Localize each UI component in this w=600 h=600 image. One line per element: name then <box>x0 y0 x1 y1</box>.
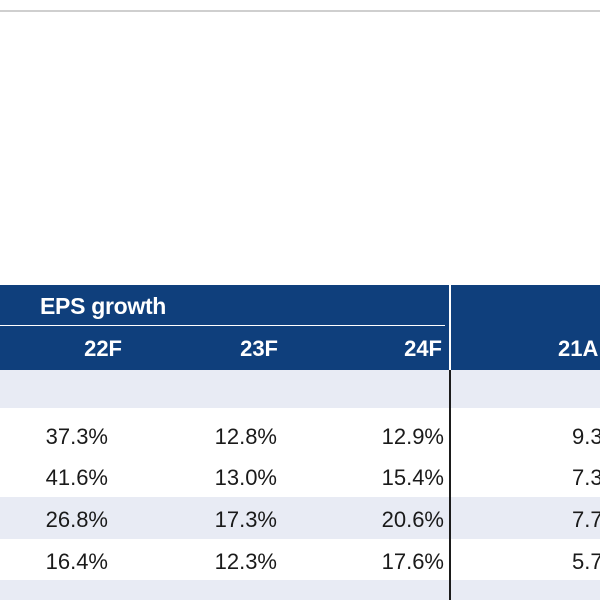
col-header-24f: 24F <box>404 336 442 361</box>
cell-r3-22f: 26.8% <box>45 507 108 532</box>
top-rule <box>0 10 600 12</box>
table-band-row-3 <box>0 497 600 539</box>
table-header <box>0 285 600 370</box>
cell-r4-23f: 12.3% <box>214 549 277 574</box>
cell-r3-24f: 20.6% <box>381 507 444 532</box>
cell-r4-24f: 17.6% <box>381 549 444 574</box>
cell-r1-24f: 12.9% <box>381 424 444 449</box>
cell-r4-22f: 16.4% <box>45 549 108 574</box>
group-underline <box>0 325 445 326</box>
header-column-divider <box>449 285 451 370</box>
col-header-21a: 21A <box>558 336 599 361</box>
cell-r1-23f: 12.8% <box>214 424 277 449</box>
cell-r3-21a: 7.7 <box>572 507 600 532</box>
cell-r4-21a: 5.7 <box>572 549 600 574</box>
cell-r1-21a: 9.3 <box>572 424 600 449</box>
col-header-22f: 22F <box>84 336 122 361</box>
cell-r2-24f: 15.4% <box>381 465 444 490</box>
cell-r3-23f: 17.3% <box>214 507 277 532</box>
cell-r1-22f: 37.3% <box>45 424 108 449</box>
cell-r2-23f: 13.0% <box>214 465 277 490</box>
table-band-empty <box>0 370 600 408</box>
body-column-divider <box>449 370 451 600</box>
col-header-23f: 23F <box>240 336 278 361</box>
group-title-eps-growth: EPS growth <box>40 293 167 319</box>
cell-r2-22f: 41.6% <box>45 465 108 490</box>
cell-r2-21a: 7.3 <box>572 465 600 490</box>
table-band-bottom <box>0 580 600 600</box>
